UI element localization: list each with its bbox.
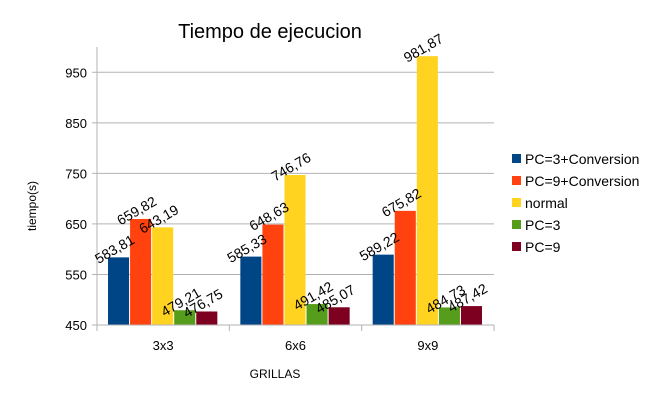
bar (394, 210, 416, 325)
bar (284, 175, 306, 325)
chart-title: Tiempo de ejecucion (178, 21, 362, 43)
legend-label: PC=3+Conversion (525, 151, 639, 167)
legend-label: PC=9 (525, 239, 561, 255)
bar (152, 227, 174, 325)
bar (306, 304, 328, 325)
bars-group (108, 56, 482, 326)
y-tick-label: 450 (65, 318, 87, 333)
y-tick-label: 750 (65, 166, 87, 181)
bar (262, 224, 284, 325)
bar (174, 310, 196, 325)
legend-swatch (512, 220, 521, 229)
bar (196, 311, 218, 325)
y-tick-label: 950 (65, 65, 87, 80)
x-tick-label: 9x9 (417, 338, 438, 353)
y-axis-title: tiempo(s) (25, 181, 39, 231)
legend-swatch (512, 242, 521, 251)
y-tick-label: 650 (65, 217, 87, 232)
x-axis-title: GRILLAS (250, 367, 301, 381)
bar (460, 306, 482, 325)
axes-group: 450 550 650 750 850 950 3x3 6x6 9x9 (65, 47, 495, 353)
legend-swatch (512, 198, 521, 207)
legend-label: normal (525, 195, 568, 211)
bar (416, 56, 438, 326)
bar (108, 257, 130, 325)
bar (372, 254, 394, 325)
y-tick-label: 550 (65, 267, 87, 282)
legend-swatch (512, 176, 521, 185)
bar (240, 256, 262, 325)
legend-label: PC=9+Conversion (525, 173, 639, 189)
x-tick-label: 3x3 (153, 338, 174, 353)
y-tick-label: 850 (65, 116, 87, 131)
bar (328, 307, 350, 325)
bar (130, 218, 152, 325)
legend-swatch (512, 154, 521, 163)
legend-label: PC=3 (525, 217, 561, 233)
bar (438, 307, 460, 325)
x-tick-label: 6x6 (285, 338, 306, 353)
legend: PC=3+Conversion PC=9+Conversion normal PC=3… (512, 151, 639, 255)
